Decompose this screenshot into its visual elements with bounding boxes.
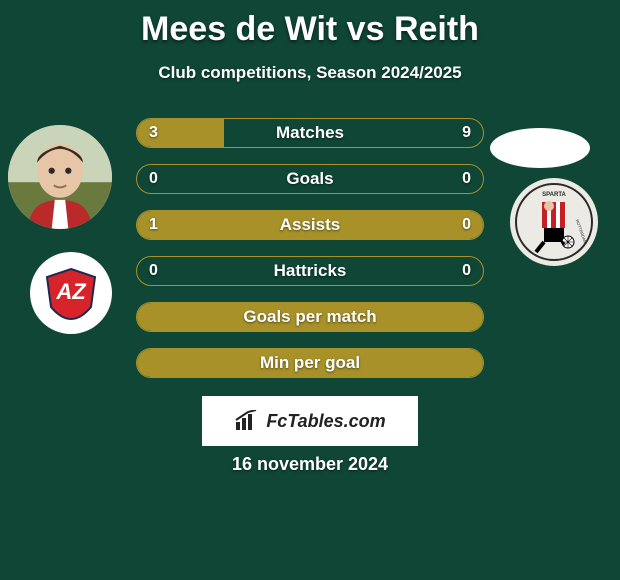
stat-row-goals: 0 Goals 0: [136, 164, 484, 194]
stat-label: Assists: [137, 211, 483, 239]
stat-row-hattricks: 0 Hattricks 0: [136, 256, 484, 286]
date-text: 16 november 2024: [0, 454, 620, 475]
stat-right-value: 0: [462, 257, 471, 285]
svg-text:AZ: AZ: [55, 279, 87, 304]
player-right-club-badge: SPARTA ROTTERDAM: [510, 178, 598, 266]
subtitle: Club competitions, Season 2024/2025: [0, 63, 620, 83]
comparison-card: Mees de Wit vs Reith Club competitions, …: [0, 0, 620, 580]
stat-right-value: 0: [462, 211, 471, 239]
stat-label: Goals: [137, 165, 483, 193]
stat-label: Goals per match: [137, 303, 483, 331]
stat-row-goals-per-match: Goals per match: [136, 302, 484, 332]
player-left-club-badge: AZ: [30, 252, 112, 334]
stat-row-matches: 3 Matches 9: [136, 118, 484, 148]
brand-text: FcTables.com: [266, 411, 385, 432]
brand-badge: FcTables.com: [202, 396, 418, 446]
stat-right-value: 0: [462, 165, 471, 193]
stat-row-min-per-goal: Min per goal: [136, 348, 484, 378]
svg-text:SPARTA: SPARTA: [542, 192, 566, 198]
stat-right-value: 9: [462, 119, 471, 147]
brand-chart-icon: [234, 410, 260, 432]
stat-label: Matches: [137, 119, 483, 147]
player-left-avatar: [8, 125, 112, 229]
stat-bars: 3 Matches 9 0 Goals 0 1 Assists 0 0 Hatt…: [136, 118, 484, 394]
page-title: Mees de Wit vs Reith: [0, 0, 620, 49]
stat-label: Hattricks: [137, 257, 483, 285]
player-right-avatar-placeholder: [490, 128, 590, 168]
stat-label: Min per goal: [137, 349, 483, 377]
stat-row-assists: 1 Assists 0: [136, 210, 484, 240]
